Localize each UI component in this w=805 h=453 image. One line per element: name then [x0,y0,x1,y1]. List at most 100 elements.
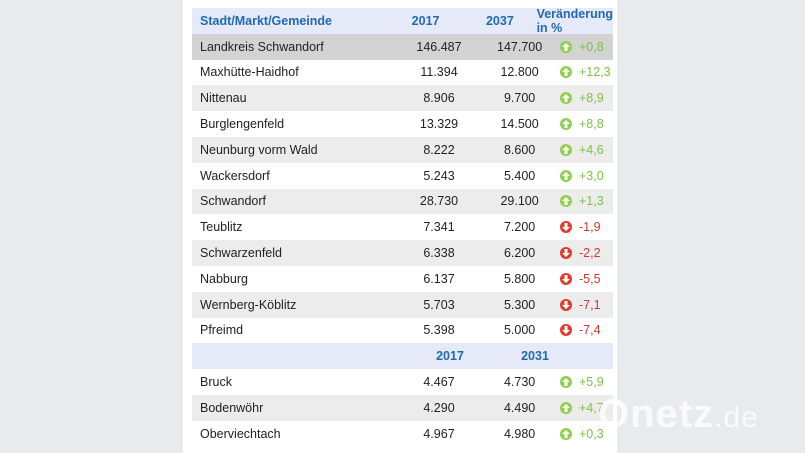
table-row: Landkreis Schwandorf 146.487 147.700 +0,8 [192,33,613,60]
table-row: Burglengenfeld 13.329 14.500 +8,8 [192,111,613,137]
value-year2: 29.100 [500,194,539,209]
header-change: Veränderung in % [536,6,613,35]
population-table: Stadt/Markt/Gemeinde 2017 2037 Veränderu… [192,6,613,447]
municipality-name: Landkreis Schwandorf [200,39,324,54]
value-year2: 5.300 [503,297,536,312]
change-value: -1,9 [579,220,601,235]
change-value: -7,4 [579,323,601,338]
table-row: Maxhütte-Haidhof 11.394 12.800 +12,3 [192,60,613,86]
change-cell: +0,3 [560,427,613,441]
value-year1: 4.967 [423,426,455,441]
table-row: Bruck 4.467 4.730 +5,9 [192,369,613,395]
content-panel [183,0,617,453]
value-year1: 8.906 [423,91,455,106]
change-value: +0,8 [579,39,604,54]
change-cell: -2,2 [560,246,613,260]
change-cell: +0,8 [560,40,613,54]
arrow-down-icon [560,272,572,285]
change-value: +4,6 [579,142,604,157]
arrow-up-icon [560,92,572,105]
change-value: -2,2 [579,246,601,261]
change-cell: +8,8 [560,117,613,131]
arrow-up-icon [560,143,572,156]
value-year1: 28.730 [419,194,459,209]
value-year1: 5.398 [423,323,455,338]
value-year1: 8.222 [423,142,455,157]
value-year2: 4.730 [503,375,536,390]
value-year1: 13.329 [419,117,459,132]
municipality-name: Wackersdorf [200,168,270,183]
change-cell: +5,9 [560,375,613,389]
arrow-up-icon [560,401,572,414]
municipality-name: Wernberg-Köblitz [200,297,297,312]
table-row: Schwandorf 28.730 29.100 +1,3 [192,188,613,215]
table-row: Bodenwöhr 4.290 4.490 +4,7 [192,394,613,421]
value-year1: 6.338 [423,246,455,261]
value-year2: 7.200 [503,220,536,235]
change-cell: +4,7 [560,401,613,415]
change-value: +12,3 [579,65,611,80]
municipality-name: Schwarzenfeld [200,246,282,261]
change-cell: -5,5 [560,272,613,286]
change-cell: -7,1 [560,298,613,312]
table-row: Pfreimd 5.398 5.000 -7,4 [192,318,613,344]
value-year2: 5.000 [503,323,536,338]
value-year1: 5.243 [423,168,455,183]
header-year2: 2037 [485,13,514,28]
municipality-name: Nabburg [200,271,248,286]
table-row: Neunburg vorm Wald 8.222 8.600 +4,6 [192,136,613,163]
municipality-name: Pfreimd [200,323,244,338]
municipality-name: Bodenwöhr [200,400,264,415]
change-value: +3,0 [579,168,604,183]
value-year2: 147.700 [497,39,543,54]
change-cell: -7,4 [560,323,613,337]
municipality-name: Oberviechtach [200,426,281,441]
value-year2: 4.490 [503,400,536,415]
value-year2: 5.800 [503,271,536,286]
value-year2: 5.400 [503,168,536,183]
table-header: Stadt/Markt/Gemeinde 2017 2037 Veränderu… [192,6,613,35]
change-value: +8,9 [579,91,604,106]
change-value: +4,7 [579,400,604,415]
subheader-year1: 2017 [436,349,464,364]
table-subheader: 2017 2031 [192,343,613,370]
value-year2: 12.800 [500,65,539,80]
header-name: Stadt/Markt/Gemeinde [200,13,332,28]
municipality-name: Bruck [200,375,232,390]
change-cell: +4,6 [560,143,613,157]
change-value: +0,3 [579,426,604,441]
table-row: Wernberg-Köblitz 5.703 5.300 -7,1 [192,291,613,318]
header-year1: 2017 [411,13,440,28]
arrow-up-icon [560,427,572,440]
table-row: Nabburg 6.137 5.800 -5,5 [192,266,613,292]
change-cell: +12,3 [560,65,613,79]
arrow-down-icon [560,298,572,311]
onetz-logo-watermark: Onetz.de [598,392,759,436]
arrow-up-icon [560,376,572,389]
arrow-up-icon [560,169,572,182]
municipality-name: Maxhütte-Haidhof [200,65,299,80]
change-cell: -1,9 [560,220,613,234]
municipality-name: Nittenau [200,91,247,106]
value-year1: 4.467 [423,375,455,390]
value-year2: 4.980 [503,426,536,441]
arrow-up-icon [560,40,572,53]
table-row: Schwarzenfeld 6.338 6.200 -2,2 [192,240,613,266]
value-year1: 146.487 [416,39,462,54]
table-row: Oberviechtach 4.967 4.980 +0,3 [192,421,613,447]
municipality-name: Teublitz [200,220,243,235]
value-year1: 4.290 [423,400,455,415]
change-value: +1,3 [579,194,604,209]
change-value: -7,1 [579,297,601,312]
arrow-down-icon [560,247,572,260]
change-value: +8,8 [579,117,604,132]
value-year2: 6.200 [503,246,536,261]
change-value: -5,5 [579,271,601,286]
arrow-down-icon [560,324,572,337]
value-year1: 11.394 [420,65,458,80]
value-year2: 8.600 [503,142,536,157]
change-value: +5,9 [579,375,604,390]
value-year2: 14.500 [500,117,539,132]
value-year1: 6.137 [423,271,455,286]
value-year1: 7.341 [423,220,455,235]
